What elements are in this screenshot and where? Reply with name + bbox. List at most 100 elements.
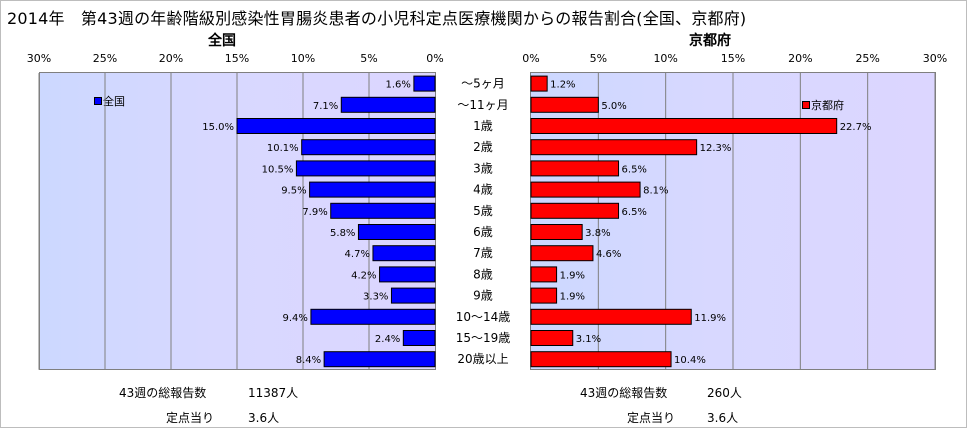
national-tick-label: 20%	[159, 52, 183, 65]
national-data-label: 4.7%	[345, 249, 370, 260]
kyoto-per-label: 定点当り	[627, 411, 676, 425]
kyoto-bar	[530, 118, 838, 134]
kyoto-data-label: 1.2%	[550, 80, 575, 91]
national-tick-label: 30%	[27, 52, 51, 65]
category-label: 20歳以上	[457, 352, 508, 366]
kyoto-data-label: 6.5%	[622, 207, 647, 218]
national-bar	[323, 351, 436, 368]
category-label: 1歳	[473, 119, 493, 133]
national-bar	[413, 75, 436, 92]
category-label: 7歳	[473, 246, 493, 260]
national-data-label: 5.8%	[330, 228, 355, 239]
kyoto-bar	[530, 181, 641, 198]
kyoto-tick-label: 0%	[522, 52, 539, 65]
kyoto-legend-label: 京都府	[811, 99, 844, 112]
category-label: 8歳	[473, 267, 493, 281]
kyoto-tick-label: 5%	[590, 52, 607, 65]
national-bar	[402, 330, 436, 346]
national-total-value: 11387人	[248, 386, 299, 400]
kyoto-per-value: 3.6人	[707, 411, 739, 425]
national-bar	[330, 202, 436, 219]
kyoto-tick-label: 10%	[653, 52, 677, 65]
national-tick-label: 10%	[291, 52, 315, 65]
chart-title: 2014年 第43週の年齢階級別感染性胃腸炎患者の小児科定点医療機関からの報告割…	[7, 9, 747, 28]
kyoto-tick-label: 30%	[923, 52, 947, 65]
national-data-label: 1.6%	[385, 80, 410, 91]
category-label: 15～19歳	[456, 331, 511, 345]
national-per-value: 3.6人	[248, 411, 280, 425]
national-legend-label: 全国	[103, 95, 125, 108]
national-data-label: 7.1%	[313, 101, 338, 112]
kyoto-data-label: 3.1%	[576, 334, 601, 345]
national-data-label: 10.5%	[262, 164, 294, 175]
national-bar	[295, 160, 436, 177]
kyoto-data-label: 22.7%	[840, 122, 872, 133]
kyoto-data-label: 6.5%	[622, 164, 647, 175]
national-data-label: 3.3%	[363, 292, 388, 303]
kyoto-panel-title: 京都府	[689, 33, 731, 49]
kyoto-bar	[530, 351, 672, 368]
kyoto-bar	[530, 96, 599, 113]
kyoto-bar	[530, 245, 594, 262]
national-bar	[372, 245, 436, 262]
national-tick-label: 0%	[426, 52, 443, 65]
national-bar	[390, 287, 436, 304]
national-bar	[340, 96, 436, 113]
national-bar	[357, 224, 436, 240]
national-tick-label: 15%	[225, 52, 249, 65]
kyoto-tick-label: 15%	[721, 52, 745, 65]
kyoto-bar	[530, 160, 620, 177]
category-label: 3歳	[473, 161, 493, 175]
national-data-label: 8.4%	[296, 355, 321, 366]
kyoto-bar	[530, 287, 558, 304]
category-label: 9歳	[473, 289, 493, 303]
kyoto-bar	[530, 202, 620, 219]
category-label: 2歳	[473, 140, 493, 154]
category-label: 6歳	[473, 225, 493, 239]
kyoto-tick-label: 25%	[855, 52, 879, 65]
kyoto-data-label: 4.6%	[596, 249, 621, 260]
kyoto-data-label: 1.9%	[560, 270, 585, 281]
national-data-label: 10.1%	[267, 143, 299, 154]
kyoto-tick-label: 20%	[788, 52, 812, 65]
kyoto-bar	[530, 266, 558, 283]
kyoto-total-label: 43週の総報告数	[580, 386, 668, 400]
category-label: ～5ヶ月	[461, 77, 505, 91]
kyoto-data-label: 11.9%	[694, 313, 726, 324]
national-per-label: 定点当り	[166, 411, 215, 425]
national-data-label: 9.5%	[281, 186, 306, 197]
national-bar	[310, 308, 436, 325]
national-data-label: 4.2%	[351, 270, 376, 281]
national-tick-label: 5%	[360, 52, 377, 65]
category-label: 4歳	[473, 183, 493, 197]
category-label: ～11ヶ月	[457, 98, 508, 112]
kyoto-data-label: 8.1%	[643, 186, 668, 197]
national-data-label: 2.4%	[375, 334, 400, 345]
kyoto-bar	[530, 75, 548, 92]
kyoto-bar	[530, 139, 698, 156]
kyoto-total-value: 260人	[707, 386, 742, 400]
kyoto-data-label: 1.9%	[560, 292, 585, 303]
kyoto-bar	[530, 330, 574, 346]
kyoto-data-label: 3.8%	[585, 228, 610, 239]
national-data-label: 7.9%	[302, 207, 327, 218]
national-total-label: 43週の総報告数	[119, 386, 207, 400]
kyoto-data-label: 10.4%	[674, 355, 706, 366]
national-bar	[379, 266, 436, 283]
kyoto-legend-swatch	[802, 101, 810, 109]
kyoto-data-label: 12.3%	[700, 143, 732, 154]
kyoto-bar	[530, 224, 583, 240]
kyoto-legend: 京都府	[802, 97, 844, 113]
category-label: 5歳	[473, 204, 493, 218]
national-bar	[309, 181, 436, 198]
national-tick-label: 25%	[93, 52, 117, 65]
national-legend: 全国	[94, 93, 125, 109]
national-legend-swatch	[94, 97, 102, 105]
national-panel-title: 全国	[208, 33, 236, 49]
category-label: 10～14歳	[456, 310, 511, 324]
national-data-label: 9.4%	[283, 313, 308, 324]
kyoto-data-label: 5.0%	[601, 101, 626, 112]
kyoto-bar	[530, 308, 692, 325]
